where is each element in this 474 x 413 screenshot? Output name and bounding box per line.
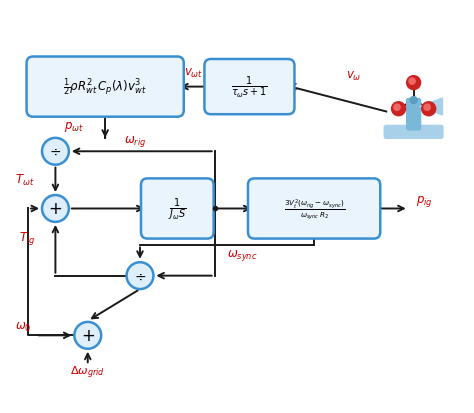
Text: $\omega_0$: $\omega_0$ [15,320,31,333]
FancyBboxPatch shape [141,179,214,239]
Text: $\div$: $\div$ [134,269,146,283]
Circle shape [407,76,420,90]
Text: $\frac{1}{J_{\omega} S}$: $\frac{1}{J_{\omega} S}$ [168,196,187,222]
Text: $+$: $+$ [81,327,95,344]
Text: $v_{\omega}$: $v_{\omega}$ [346,70,362,83]
Circle shape [409,79,415,85]
Circle shape [127,263,154,290]
Circle shape [422,102,436,116]
Circle shape [392,102,405,116]
FancyBboxPatch shape [27,57,184,117]
Circle shape [410,97,417,104]
Text: $T_{\omega t}$: $T_{\omega t}$ [15,173,35,188]
Circle shape [42,138,69,165]
Circle shape [424,105,430,111]
Polygon shape [419,99,442,116]
Text: $\omega_{sync}$: $\omega_{sync}$ [227,247,257,262]
Text: $\omega_{rig}$: $\omega_{rig}$ [124,133,146,148]
Text: $p_{ig}$: $p_{ig}$ [416,193,433,208]
Text: $T_{ig}$: $T_{ig}$ [19,229,36,246]
FancyBboxPatch shape [204,60,294,115]
Text: $\frac{3V_t^2(\omega_{rig}-\omega_{sync})}{\omega_{sync}\,R_2}$: $\frac{3V_t^2(\omega_{rig}-\omega_{sync}… [283,197,345,221]
Text: $\div$: $\div$ [49,145,62,159]
Circle shape [74,322,101,349]
Text: $+$: $+$ [48,200,63,218]
Text: $\frac{1}{\tau_{\omega} s+1}$: $\frac{1}{\tau_{\omega} s+1}$ [231,74,268,100]
Circle shape [394,105,400,111]
FancyBboxPatch shape [384,126,443,139]
Text: $v_{\omega t}$: $v_{\omega t}$ [184,67,204,80]
Text: $p_{\omega t}$: $p_{\omega t}$ [64,119,84,133]
Text: $\Delta\omega_{grid}$: $\Delta\omega_{grid}$ [70,363,105,380]
FancyBboxPatch shape [248,179,380,239]
Text: $\frac{1}{2}\rho R_{wt}^2\,C_p(\lambda)v_{wt}^3$: $\frac{1}{2}\rho R_{wt}^2\,C_p(\lambda)v… [64,76,147,98]
FancyBboxPatch shape [407,99,420,131]
Circle shape [42,196,69,222]
